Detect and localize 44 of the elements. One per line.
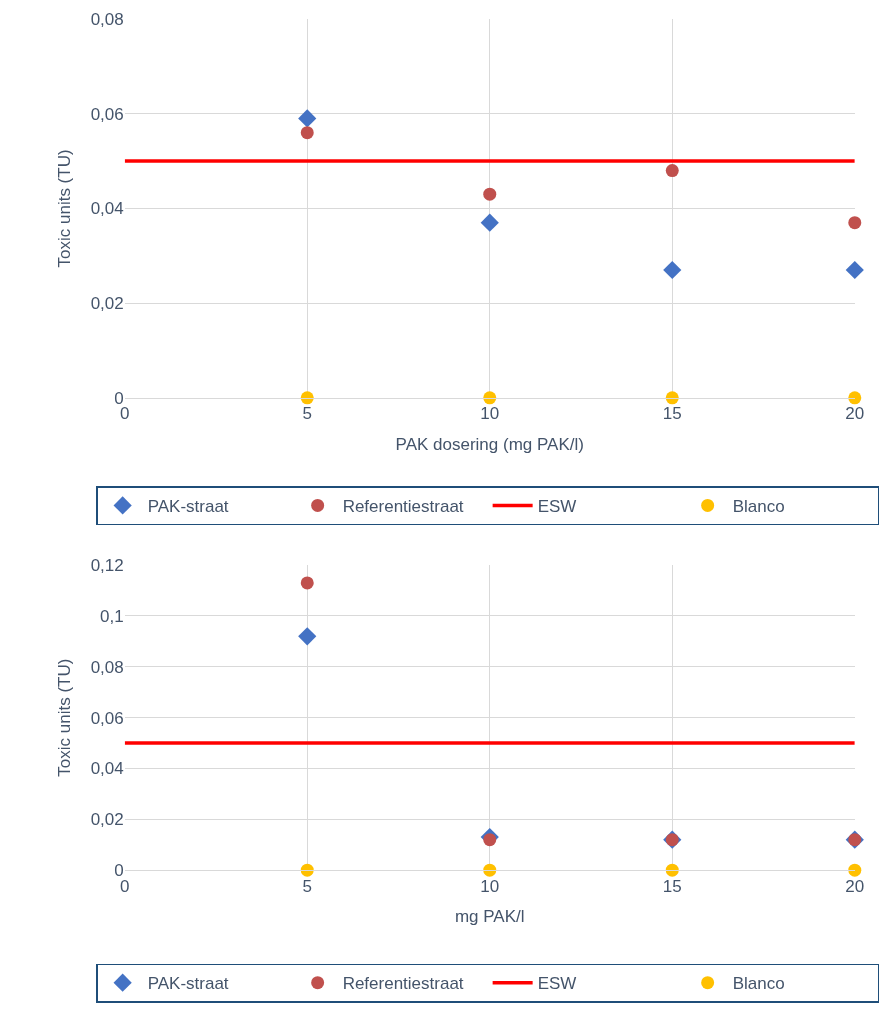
x-tick-label: 10 [480, 404, 500, 424]
point [300, 126, 314, 140]
legend-label: PAK-straat [147, 497, 229, 517]
x-axis-title: mg PAK/l [454, 906, 525, 926]
x-tick-label: 20 [845, 876, 865, 896]
point [665, 164, 679, 178]
point [845, 260, 864, 280]
y-tick-label: 0,08 [90, 9, 124, 29]
legend-label: ESW [537, 497, 577, 517]
point [848, 391, 862, 405]
legend-label: Referentiestraat [342, 974, 464, 994]
point [483, 187, 497, 201]
y-tick-label: 0,06 [90, 104, 124, 124]
y-tick-label: 0,12 [90, 556, 124, 576]
x-tick-label: 20 [845, 404, 865, 424]
point [663, 260, 682, 280]
y-tick-label: 0,02 [90, 810, 124, 830]
legend-label: Referentiestraat [342, 497, 464, 517]
x-tick-label: 5 [302, 404, 312, 424]
y-tick-label: 0 [114, 861, 124, 881]
y-tick-label: 0,08 [90, 657, 124, 677]
x-tick-label: 15 [662, 404, 682, 424]
x-tick-label: 15 [662, 876, 682, 896]
legend-label: Blanco [732, 974, 785, 994]
y-tick-label: 0,1 [100, 606, 124, 626]
y-axis-title: Toxic units (TU) [55, 658, 75, 777]
y-axis-title: Toxic units (TU) [55, 149, 75, 268]
legend-label: PAK-straat [147, 974, 229, 994]
point [300, 576, 314, 590]
y-tick-label: 0,02 [90, 294, 124, 314]
legend-label: ESW [537, 974, 577, 994]
y-tick-label: 0 [114, 388, 124, 408]
x-tick-label: 10 [480, 876, 500, 896]
x-axis-title: PAK dosering (mg PAK/l) [395, 434, 584, 454]
point [848, 863, 862, 877]
point [848, 216, 862, 230]
point [298, 109, 317, 128]
y-tick-label: 0,04 [90, 759, 124, 779]
y-tick-label: 0,04 [90, 199, 124, 219]
point [298, 627, 317, 646]
y-tick-label: 0,06 [90, 708, 124, 728]
point [480, 213, 499, 232]
x-tick-label: 5 [302, 876, 312, 896]
legend-label: Blanco [732, 497, 785, 517]
